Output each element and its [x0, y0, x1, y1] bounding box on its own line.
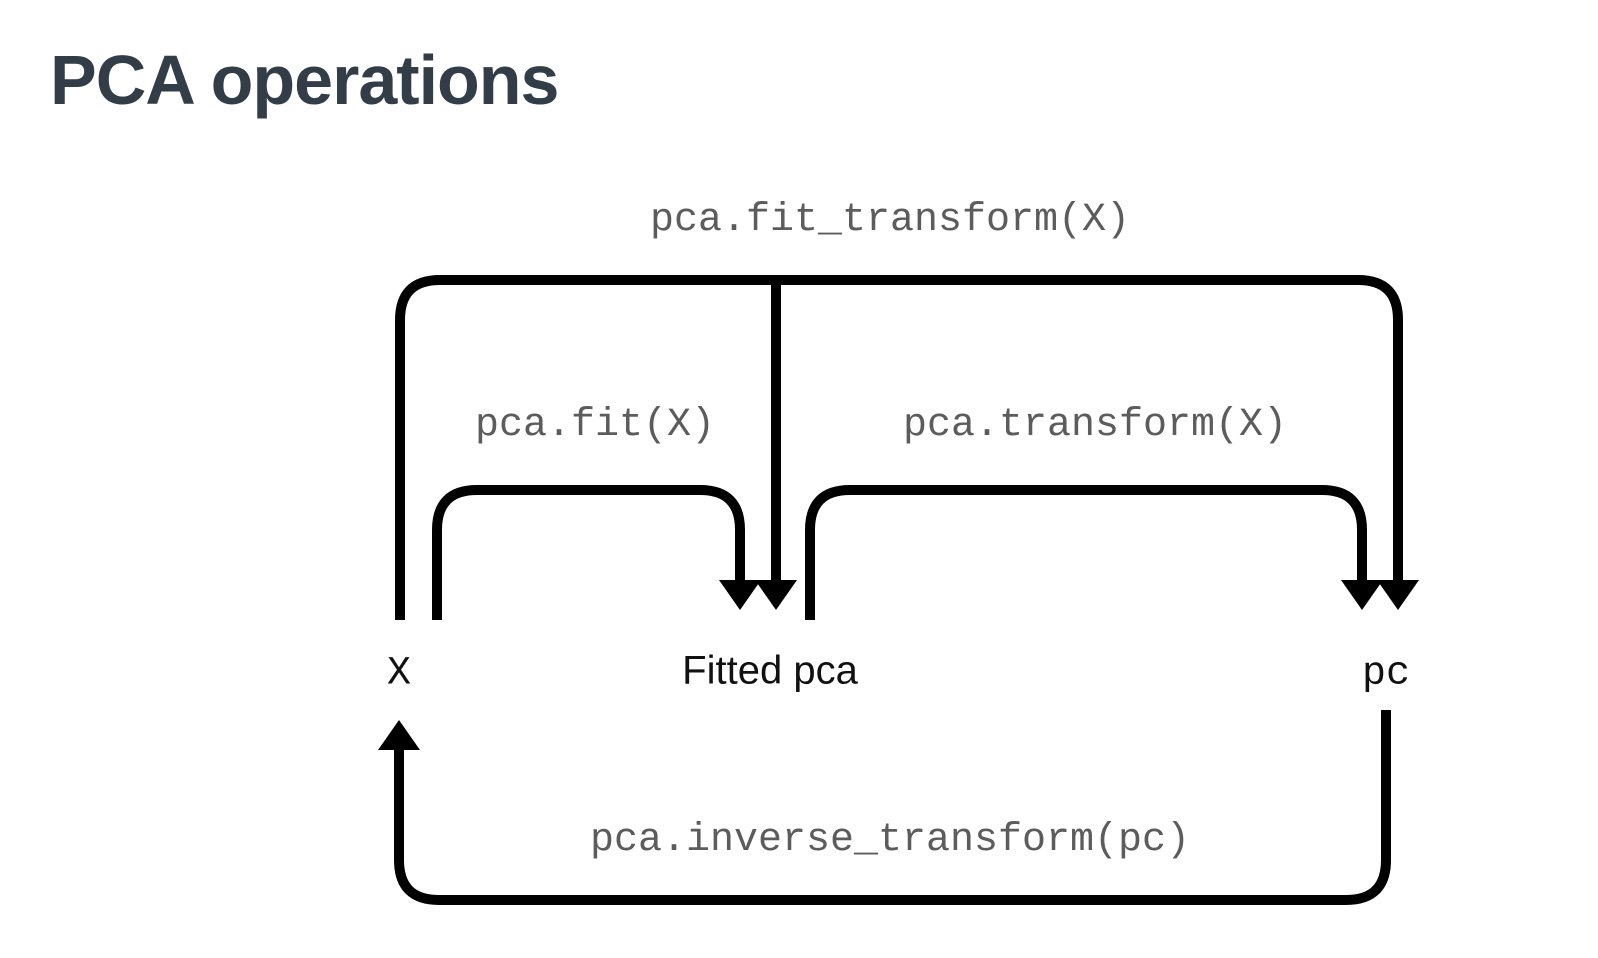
edge-label-transform: pca.transform(X): [903, 403, 1287, 448]
pca-diagram: pca.fit_transform(X) pca.fit(X) pca.transf…: [0, 0, 1598, 958]
arrowhead-down-icon: [719, 580, 761, 610]
node-X: X: [387, 652, 411, 697]
edge-label-fit_transform: pca.fit_transform(X): [650, 198, 1130, 243]
edge-fit: [437, 490, 740, 620]
arrowhead-down-icon: [1341, 580, 1383, 610]
edge-transform: [810, 490, 1362, 620]
diagram-svg: pca.fit_transform(X) pca.fit(X) pca.transf…: [0, 0, 1598, 958]
edge-fit_transform: [400, 280, 1398, 620]
edge-inverse_transform: [399, 710, 1386, 900]
arrowhead-down-icon: [1377, 580, 1419, 610]
edge-label-fit: pca.fit(X): [475, 403, 715, 448]
arrowhead-down-icon: [755, 580, 797, 610]
edge-label-inverse_transform: pca.inverse_transform(pc): [590, 818, 1190, 863]
slide: PCA operations pca.fit_transform(X)pca.f…: [0, 0, 1598, 958]
arrowhead-up-icon: [378, 720, 420, 750]
node-pc: pc: [1362, 652, 1410, 697]
node-fitted: Fitted pca: [682, 649, 858, 693]
